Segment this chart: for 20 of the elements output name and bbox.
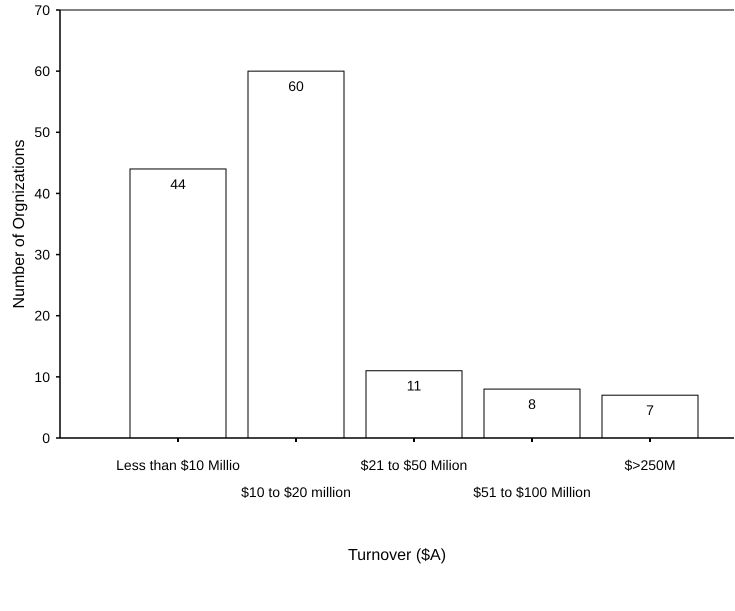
x-tick-label: $51 to $100 Million — [473, 484, 591, 500]
y-tick-label: 20 — [34, 308, 50, 324]
x-axis-title: Turnover ($A) — [348, 547, 446, 564]
y-tick-label: 70 — [34, 2, 50, 18]
data-label: 8 — [528, 396, 536, 412]
data-label: 44 — [170, 176, 186, 192]
y-tick-label: 10 — [34, 368, 50, 385]
x-tick-label: $10 to $20 million — [241, 484, 351, 500]
data-label: 60 — [288, 78, 304, 94]
y-tick-label: 0 — [42, 430, 50, 446]
data-label: 11 — [406, 378, 422, 394]
y-tick-label: 50 — [34, 124, 50, 140]
y-tick-label: 40 — [34, 185, 50, 202]
data-label: 7 — [646, 402, 654, 418]
x-tick-label: $>250M — [624, 457, 676, 473]
y-axis-title: Number of Orgnizations — [11, 140, 28, 308]
x-tick-label: $21 to $50 Milion — [360, 457, 468, 473]
x-tick-label: Less than $10 Millio — [116, 457, 240, 473]
y-tick-label: 60 — [34, 63, 50, 80]
y-tick-label: 30 — [34, 246, 50, 262]
